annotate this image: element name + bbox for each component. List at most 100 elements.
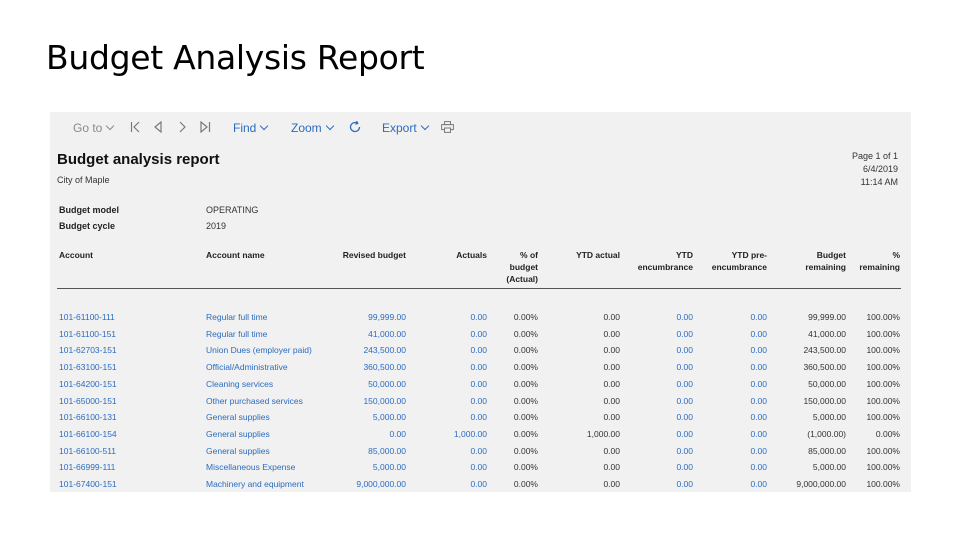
- goto-label: Go to: [73, 121, 103, 135]
- cell-ytd-actual: 0.00: [603, 479, 620, 489]
- find-menu[interactable]: Find: [233, 120, 269, 136]
- cell-ytd-pre-encumbrance[interactable]: 0.00: [750, 479, 767, 489]
- cell-actuals[interactable]: 0.00: [470, 378, 487, 389]
- cell-actuals[interactable]: 0.00: [470, 328, 487, 339]
- cell-pct-remaining: 100.00%: [866, 412, 900, 423]
- cell-account-name[interactable]: Regular full time: [206, 312, 268, 322]
- budget-model-label: Budget model: [59, 205, 119, 215]
- cell-account[interactable]: 101-66100-154: [59, 428, 117, 439]
- cell-account-name[interactable]: Miscellaneous Expense: [206, 462, 296, 473]
- cell-account[interactable]: 101-63100-151: [59, 362, 117, 373]
- cell-revised-budget[interactable]: 85,000.00: [368, 445, 406, 456]
- cell-revised-budget[interactable]: 150,000.00: [363, 395, 406, 406]
- cell-account[interactable]: 101-62703-151: [59, 345, 117, 356]
- cell-ytd-pre-encumbrance[interactable]: 0.00: [750, 428, 767, 439]
- cell-budget-remaining: 99,999.00: [808, 312, 846, 322]
- first-page-icon[interactable]: [130, 121, 141, 135]
- cell-ytd-encumbrance[interactable]: 0.00: [676, 378, 693, 389]
- cell-pct-remaining: 100.00%: [866, 345, 900, 356]
- cell-ytd-pre-encumbrance[interactable]: 0.00: [750, 412, 767, 423]
- cell-account[interactable]: 101-61100-111: [59, 312, 115, 322]
- cell-ytd-pre-encumbrance[interactable]: 0.00: [750, 462, 767, 473]
- last-page-icon[interactable]: [200, 121, 211, 135]
- cell-budget-remaining: 360,500.00: [803, 362, 846, 373]
- cell-actuals[interactable]: 0.00: [470, 462, 487, 473]
- cell-account[interactable]: 101-66999-111: [59, 462, 116, 473]
- cell-account[interactable]: 101-64200-151: [59, 378, 117, 389]
- chevron-down-icon: [325, 121, 334, 131]
- chevron-down-icon: [420, 121, 429, 131]
- previous-page-icon[interactable]: [153, 121, 162, 135]
- cell-revised-budget[interactable]: 50,000.00: [368, 378, 406, 389]
- cell-budget-remaining: 150,000.00: [803, 395, 846, 406]
- cell-account-name[interactable]: Other purchased services: [206, 395, 303, 406]
- cell-account[interactable]: 101-65000-151: [59, 395, 117, 406]
- header-divider: [57, 288, 901, 289]
- cell-account-name[interactable]: General supplies: [206, 428, 270, 439]
- cell-pct-budget: 0.00%: [513, 328, 538, 339]
- goto-menu[interactable]: Go to: [73, 120, 115, 136]
- cell-ytd-actual: 0.00: [603, 378, 620, 389]
- cell-revised-budget[interactable]: 5,000.00: [372, 412, 406, 423]
- header-account: Account: [59, 250, 93, 260]
- next-page-icon[interactable]: [178, 121, 187, 135]
- cell-revised-budget[interactable]: 99,999.00: [368, 312, 406, 322]
- cell-actuals[interactable]: 1,000.00: [453, 428, 487, 439]
- find-label: Find: [233, 121, 257, 135]
- cell-account-name[interactable]: Official/Administrative: [206, 362, 288, 373]
- cell-account[interactable]: 101-66100-131: [59, 412, 117, 423]
- cell-ytd-encumbrance[interactable]: 0.00: [676, 428, 693, 439]
- cell-ytd-pre-encumbrance[interactable]: 0.00: [750, 312, 767, 322]
- cell-pct-budget: 0.00%: [513, 378, 538, 389]
- cell-revised-budget[interactable]: 41,000.00: [368, 328, 406, 339]
- cell-account[interactable]: 101-61100-151: [59, 328, 117, 339]
- cell-ytd-actual: 0.00: [603, 362, 620, 373]
- cell-ytd-pre-encumbrance[interactable]: 0.00: [750, 362, 767, 373]
- cell-actuals[interactable]: 0.00: [470, 479, 487, 489]
- cell-ytd-actual: 1,000.00: [586, 428, 620, 439]
- cell-ytd-encumbrance[interactable]: 0.00: [676, 345, 693, 356]
- cell-ytd-encumbrance[interactable]: 0.00: [676, 328, 693, 339]
- cell-actuals[interactable]: 0.00: [470, 445, 487, 456]
- cell-actuals[interactable]: 0.00: [470, 345, 487, 356]
- cell-account-name[interactable]: Regular full time: [206, 328, 268, 339]
- cell-revised-budget[interactable]: 360,500.00: [363, 362, 406, 373]
- cell-revised-budget[interactable]: 5,000.00: [372, 462, 406, 473]
- cell-pct-remaining: 100.00%: [866, 395, 900, 406]
- cell-revised-budget[interactable]: 243,500.00: [363, 345, 406, 356]
- cell-ytd-pre-encumbrance[interactable]: 0.00: [750, 395, 767, 406]
- print-icon[interactable]: [441, 121, 454, 135]
- cell-account-name[interactable]: General supplies: [206, 445, 270, 456]
- cell-revised-budget[interactable]: 9,000,000.00: [356, 479, 406, 489]
- cell-ytd-encumbrance[interactable]: 0.00: [676, 362, 693, 373]
- cell-ytd-actual: 0.00: [603, 462, 620, 473]
- cell-account[interactable]: 101-67400-151: [59, 479, 117, 489]
- cell-ytd-encumbrance[interactable]: 0.00: [676, 395, 693, 406]
- cell-account-name[interactable]: Machinery and equipment: [206, 479, 304, 489]
- cell-pct-budget: 0.00%: [513, 428, 538, 439]
- cell-ytd-encumbrance[interactable]: 0.00: [676, 462, 693, 473]
- export-menu[interactable]: Export: [382, 120, 429, 136]
- cell-ytd-encumbrance[interactable]: 0.00: [676, 312, 693, 322]
- chevron-down-icon: [260, 121, 269, 131]
- cell-actuals[interactable]: 0.00: [470, 362, 487, 373]
- cell-ytd-pre-encumbrance[interactable]: 0.00: [750, 345, 767, 356]
- cell-revised-budget[interactable]: 0.00: [389, 428, 406, 439]
- cell-ytd-pre-encumbrance[interactable]: 0.00: [750, 378, 767, 389]
- cell-account-name[interactable]: General supplies: [206, 412, 270, 423]
- cell-ytd-pre-encumbrance[interactable]: 0.00: [750, 445, 767, 456]
- cell-ytd-encumbrance[interactable]: 0.00: [676, 445, 693, 456]
- zoom-menu[interactable]: Zoom: [291, 120, 334, 136]
- cell-pct-budget: 0.00%: [513, 395, 538, 406]
- cell-account-name[interactable]: Union Dues (employer paid): [206, 345, 312, 356]
- refresh-icon[interactable]: [348, 120, 362, 134]
- cell-account-name[interactable]: Cleaning services: [206, 378, 274, 389]
- cell-actuals[interactable]: 0.00: [470, 412, 487, 423]
- cell-account[interactable]: 101-66100-511: [59, 445, 117, 456]
- cell-ytd-pre-encumbrance[interactable]: 0.00: [750, 328, 767, 339]
- cell-actuals[interactable]: 0.00: [470, 395, 487, 406]
- cell-ytd-encumbrance[interactable]: 0.00: [676, 479, 693, 489]
- cell-actuals[interactable]: 0.00: [470, 312, 487, 322]
- cell-budget-remaining: 50,000.00: [808, 378, 846, 389]
- cell-ytd-encumbrance[interactable]: 0.00: [676, 412, 693, 423]
